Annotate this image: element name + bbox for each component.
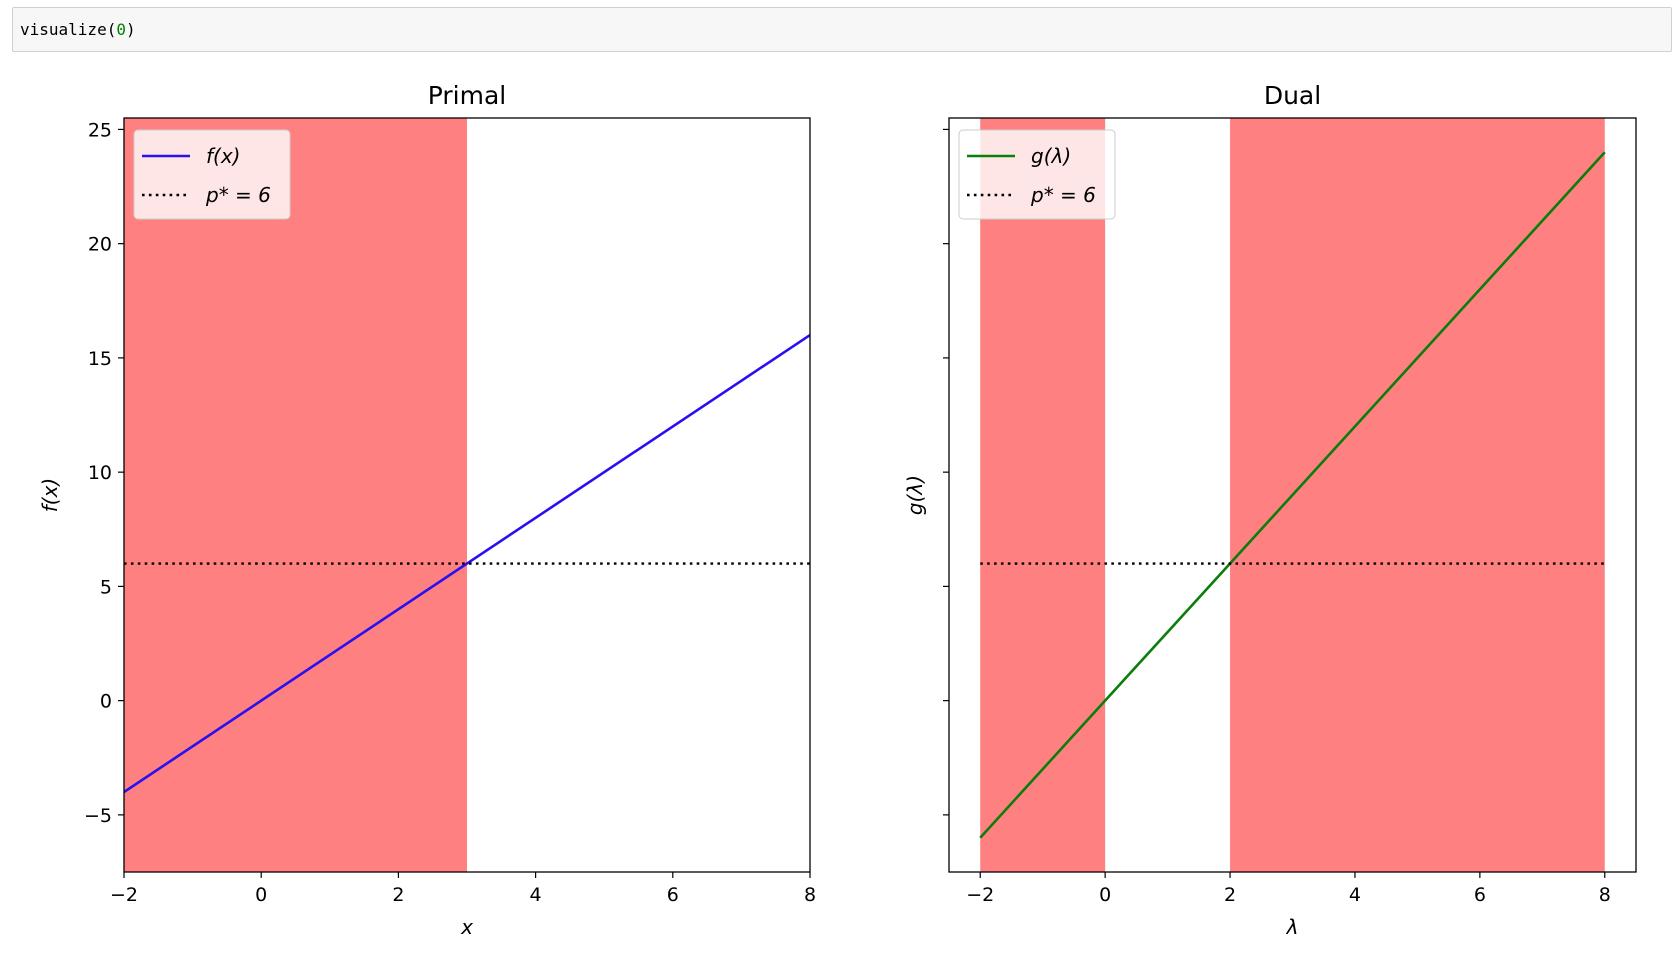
x-tick-label: 6 <box>667 884 679 906</box>
axes-frame <box>123 117 811 873</box>
legend-label: f(x) <box>206 144 240 168</box>
y-tick-label: −5 <box>84 805 112 827</box>
y-tick-label: 5 <box>100 576 112 598</box>
chart-title: Primal <box>428 81 506 110</box>
x-tick-label: 0 <box>255 884 267 906</box>
shaded-region-0 <box>980 118 1106 872</box>
y-tick-label: 25 <box>88 119 112 141</box>
code-close: ) <box>125 20 136 39</box>
code-arg: 0 <box>116 20 126 39</box>
x-axis-label: λ <box>1286 915 1299 939</box>
y-tick-label: 15 <box>88 348 112 370</box>
axes-frame <box>948 117 1637 873</box>
x-tick-label: −2 <box>966 884 994 906</box>
shaded-region-1 <box>1230 118 1605 872</box>
code-text[interactable]: visualize(0) <box>20 20 136 39</box>
x-tick-label: 6 <box>1474 884 1486 906</box>
legend-box <box>133 129 291 220</box>
x-tick-label: 2 <box>1224 884 1236 906</box>
y-axis-label: g(λ) <box>903 475 927 515</box>
code-cell[interactable]: visualize(0) <box>12 7 1672 52</box>
function-line <box>123 333 811 794</box>
y-tick-label: 10 <box>88 462 112 484</box>
primal-chart: −2 0 2 4 6 8 −5 0 5 10 15 20 25 Primal x f(x) f(x) p* = 6 <box>38 81 816 939</box>
legend-label: g(λ) <box>1031 144 1071 168</box>
legend-label: p* = 6 <box>1030 183 1096 207</box>
x-tick-label: 4 <box>1349 884 1361 906</box>
x-axis-label: x <box>460 915 473 939</box>
chart-title: Dual <box>1264 81 1321 110</box>
legend-label: p* = 6 <box>205 183 271 207</box>
code-func: visualize( <box>20 20 117 39</box>
x-tick-label: 2 <box>392 884 404 906</box>
y-axis-label: f(x) <box>38 478 62 512</box>
shaded-region-0 <box>124 118 467 872</box>
legend-box <box>958 129 1116 220</box>
y-tick-label: 20 <box>88 234 112 256</box>
x-tick-label: 8 <box>804 884 816 906</box>
x-tick-label: 0 <box>1099 884 1111 906</box>
x-tick-label: 4 <box>530 884 542 906</box>
function-line <box>979 151 1606 839</box>
y-tick-label: 0 <box>100 691 112 713</box>
x-tick-label: −2 <box>110 884 138 906</box>
dual-chart: −2 0 2 4 6 8 Dual λ g(λ) g(λ) p* = 6 <box>903 81 1637 939</box>
x-tick-label: 8 <box>1599 884 1611 906</box>
